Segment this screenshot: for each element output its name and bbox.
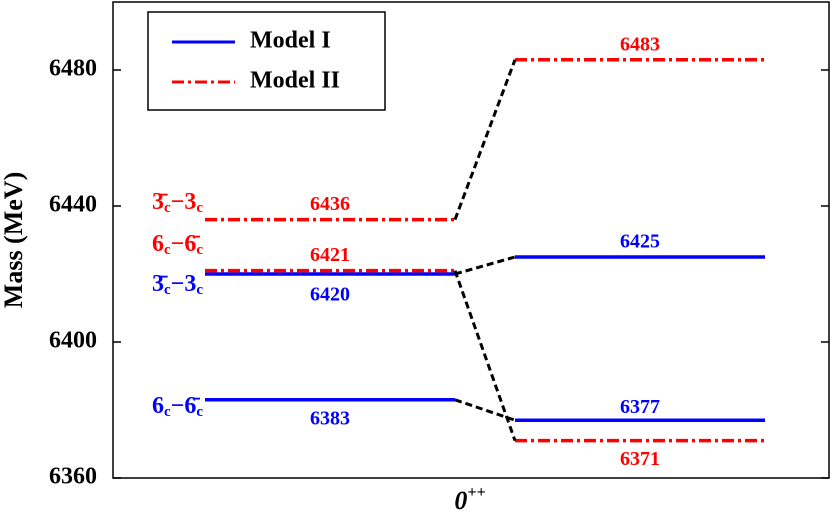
x-axis-label: 0++ [454, 484, 485, 515]
level-name: 6c−6̄c [152, 393, 203, 421]
level-name-part: 6 [152, 393, 164, 419]
level-name-part: c [164, 200, 171, 216]
level-name: 6c−6̄c [152, 231, 203, 259]
value-label: 6483 [620, 33, 660, 55]
value-label: 6436 [310, 193, 350, 215]
level-name-part: −6̄ [171, 231, 201, 257]
level-name-part: −3 [171, 189, 197, 215]
value-label: 6371 [620, 448, 660, 470]
legend-box [147, 11, 386, 111]
x-axis-label-sup: ++ [467, 484, 485, 501]
level-name-part: c [196, 404, 203, 420]
level-name-part: −6̄ [171, 393, 201, 419]
y-axis-label: Mass (MeV) [0, 172, 28, 308]
y-tick-label: 6360 [49, 464, 97, 490]
plot-frame [112, 1, 830, 479]
level-name-part: c [164, 404, 171, 420]
connector [453, 270, 517, 442]
level-name-part: c [164, 282, 171, 298]
level-name: 3̄c−3c [152, 189, 203, 217]
value-label: 6377 [620, 396, 660, 418]
level-name-part: 6 [152, 231, 164, 257]
level-name: 3̄c−3c [152, 271, 203, 299]
value-label: 6425 [620, 231, 660, 253]
level-name-part: c [196, 200, 203, 216]
level-name-part: −3 [171, 271, 197, 297]
level-name-part: c [164, 242, 171, 258]
y-tick-label: 6400 [49, 328, 97, 354]
value-label: 6421 [310, 244, 350, 266]
y-tick-label: 6480 [49, 56, 97, 82]
connector [454, 255, 516, 276]
x-axis-label-base: 0 [454, 486, 467, 515]
level-name-part: c [196, 282, 203, 298]
value-label: 6420 [310, 284, 350, 306]
value-label: 6383 [310, 407, 350, 429]
legend-label: Model II [250, 68, 340, 94]
y-tick-label: 6440 [49, 192, 97, 218]
legend-label: Model I [250, 28, 331, 54]
level-name-part: c [196, 242, 203, 258]
connector [453, 59, 517, 221]
